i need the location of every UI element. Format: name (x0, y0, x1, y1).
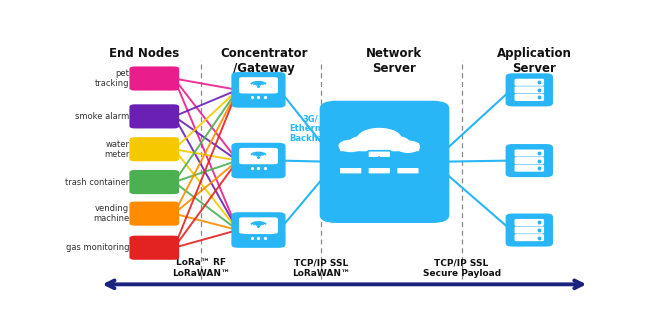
FancyBboxPatch shape (515, 157, 544, 164)
FancyBboxPatch shape (231, 212, 286, 248)
FancyBboxPatch shape (515, 150, 544, 156)
Bar (340, 143, 419, 150)
Text: LoRa™ RF
LoRaWAN™: LoRa™ RF LoRaWAN™ (172, 258, 230, 277)
Circle shape (380, 136, 409, 151)
FancyBboxPatch shape (368, 151, 390, 158)
FancyBboxPatch shape (239, 148, 278, 164)
FancyBboxPatch shape (505, 73, 553, 106)
FancyBboxPatch shape (320, 101, 450, 223)
FancyBboxPatch shape (515, 79, 544, 86)
FancyBboxPatch shape (231, 143, 286, 178)
Circle shape (358, 129, 401, 150)
Text: gas monitoring: gas monitoring (66, 243, 129, 252)
FancyBboxPatch shape (231, 72, 286, 108)
FancyBboxPatch shape (130, 67, 179, 91)
FancyBboxPatch shape (505, 214, 553, 247)
FancyBboxPatch shape (239, 217, 278, 234)
FancyBboxPatch shape (515, 165, 544, 172)
FancyBboxPatch shape (515, 227, 544, 234)
FancyBboxPatch shape (130, 201, 179, 226)
Text: 3G/
Ethernet
Backhaul: 3G/ Ethernet Backhaul (289, 114, 332, 143)
FancyBboxPatch shape (339, 167, 362, 174)
FancyBboxPatch shape (515, 86, 544, 93)
Text: water
meter: water meter (104, 140, 129, 158)
Text: Concentrator
/Gateway: Concentrator /Gateway (220, 47, 307, 75)
FancyBboxPatch shape (130, 170, 179, 194)
FancyBboxPatch shape (130, 236, 179, 260)
Text: End Nodes: End Nodes (109, 47, 179, 60)
FancyBboxPatch shape (368, 167, 390, 174)
Circle shape (349, 136, 378, 151)
Text: Application
Server: Application Server (497, 47, 572, 75)
Text: pet
tracking: pet tracking (95, 69, 129, 88)
Circle shape (339, 140, 362, 152)
FancyBboxPatch shape (515, 94, 544, 101)
Circle shape (396, 141, 419, 152)
FancyBboxPatch shape (239, 77, 278, 93)
FancyBboxPatch shape (515, 234, 544, 241)
Text: TCP/IP SSL
LoRaWAN™: TCP/IP SSL LoRaWAN™ (292, 258, 350, 277)
FancyBboxPatch shape (505, 144, 553, 177)
FancyBboxPatch shape (396, 167, 419, 174)
Text: Network
Server: Network Server (366, 47, 422, 75)
FancyBboxPatch shape (130, 137, 179, 161)
FancyBboxPatch shape (515, 219, 544, 226)
Text: TCP/IP SSL
Secure Payload: TCP/IP SSL Secure Payload (423, 258, 501, 277)
Text: smoke alarm: smoke alarm (75, 112, 129, 121)
Text: vending
machine: vending machine (93, 204, 129, 223)
FancyBboxPatch shape (130, 104, 179, 129)
Text: trash container: trash container (65, 177, 129, 187)
